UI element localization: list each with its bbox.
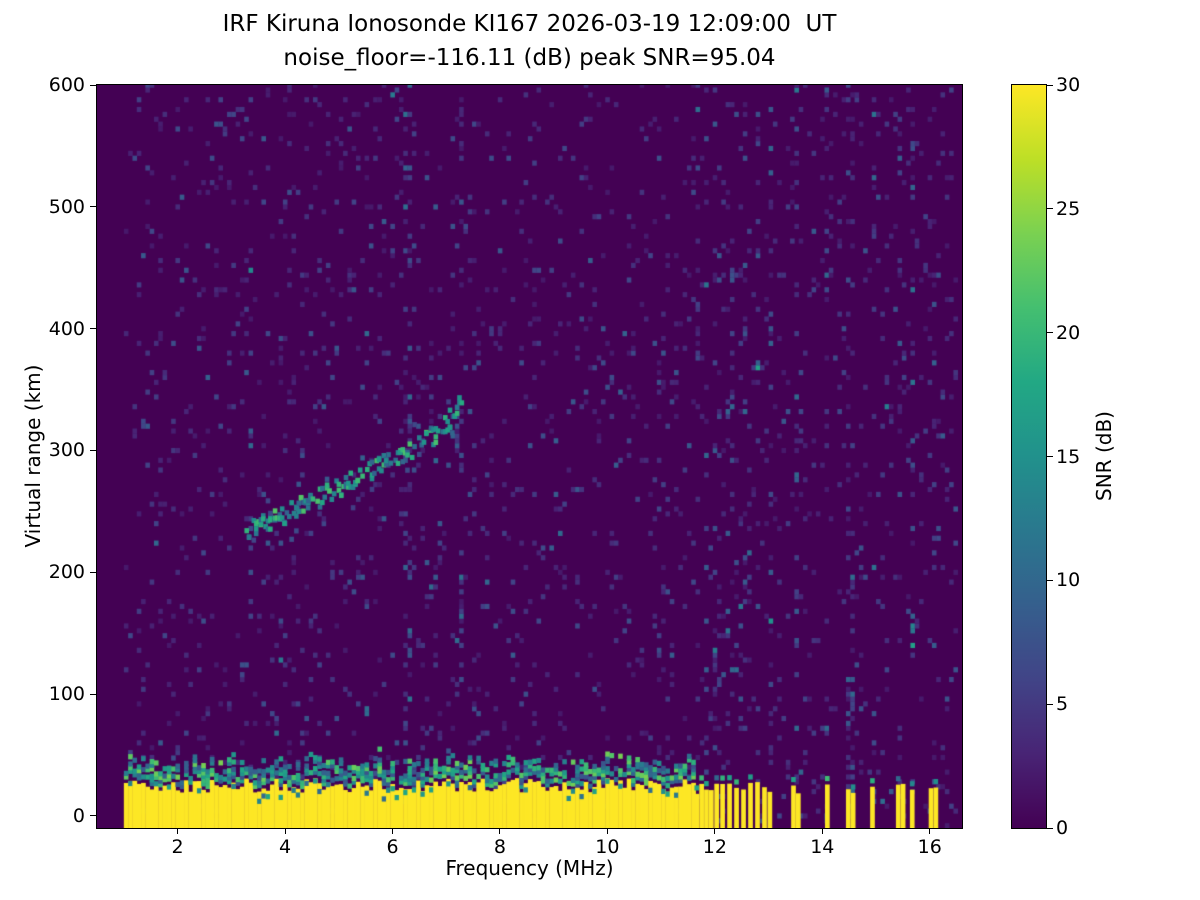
x-tick-label: 4 — [278, 836, 292, 858]
y-tick-label: 500 — [48, 195, 85, 218]
x-tick-mark — [606, 828, 608, 834]
colorbar-tick-label: 5 — [1056, 693, 1069, 716]
x-tick-mark — [714, 828, 716, 834]
y-tick-label: 300 — [48, 439, 85, 462]
colorbar-tick-mark — [1047, 332, 1053, 334]
y-axis-label: Virtual range (km) — [21, 364, 45, 548]
colorbar-tick-label: 15 — [1056, 445, 1081, 468]
colorbar-gradient — [1012, 85, 1046, 828]
colorbar-tick-label: 30 — [1056, 74, 1081, 96]
y-tick-mark — [90, 206, 96, 208]
x-tick-label: 14 — [810, 836, 835, 858]
x-tick-mark — [821, 828, 823, 834]
colorbar-tick-label: 0 — [1056, 817, 1069, 839]
y-tick-mark — [90, 84, 96, 86]
y-tick-label: 0 — [72, 804, 85, 827]
chart-title: IRF Kiruna Ionosonde KI167 2026-03-19 12… — [222, 11, 837, 37]
colorbar-tick-label: 10 — [1056, 569, 1081, 592]
colorbar-tick-label: 20 — [1056, 321, 1081, 344]
ionogram-heatmap-canvas — [97, 85, 962, 828]
plot-area — [96, 84, 963, 829]
colorbar — [1011, 84, 1047, 829]
y-tick-mark — [90, 449, 96, 451]
y-tick-label: 600 — [48, 74, 85, 96]
x-tick-label: 8 — [493, 836, 506, 858]
y-tick-label: 200 — [48, 561, 85, 584]
y-tick-label: 100 — [48, 683, 85, 706]
y-tick-mark — [90, 571, 96, 573]
colorbar-tick-mark — [1047, 208, 1053, 210]
x-tick-label: 10 — [595, 836, 620, 858]
y-tick-label: 400 — [48, 317, 85, 340]
colorbar-tick-label: 25 — [1056, 197, 1081, 220]
colorbar-tick-mark — [1047, 456, 1053, 457]
x-axis-label: Frequency (MHz) — [445, 856, 614, 880]
x-tick-mark — [929, 828, 931, 834]
y-tick-mark — [90, 693, 96, 695]
colorbar-tick-mark — [1047, 579, 1053, 581]
y-tick-mark — [90, 815, 96, 817]
x-tick-label: 16 — [917, 836, 942, 858]
x-tick-label: 2 — [171, 836, 184, 858]
colorbar-tick-mark — [1047, 703, 1053, 705]
colorbar-tick-mark — [1047, 827, 1053, 829]
x-tick-mark — [499, 828, 501, 834]
y-tick-mark — [90, 328, 96, 330]
x-tick-mark — [391, 828, 393, 834]
colorbar-tick-mark — [1047, 84, 1053, 86]
x-tick-label: 12 — [702, 836, 727, 858]
x-tick-mark — [284, 828, 286, 834]
x-tick-label: 6 — [386, 836, 399, 858]
x-tick-mark — [177, 828, 179, 834]
chart-subtitle: noise_floor=-116.11 (dB) peak SNR=95.04 — [283, 45, 776, 71]
